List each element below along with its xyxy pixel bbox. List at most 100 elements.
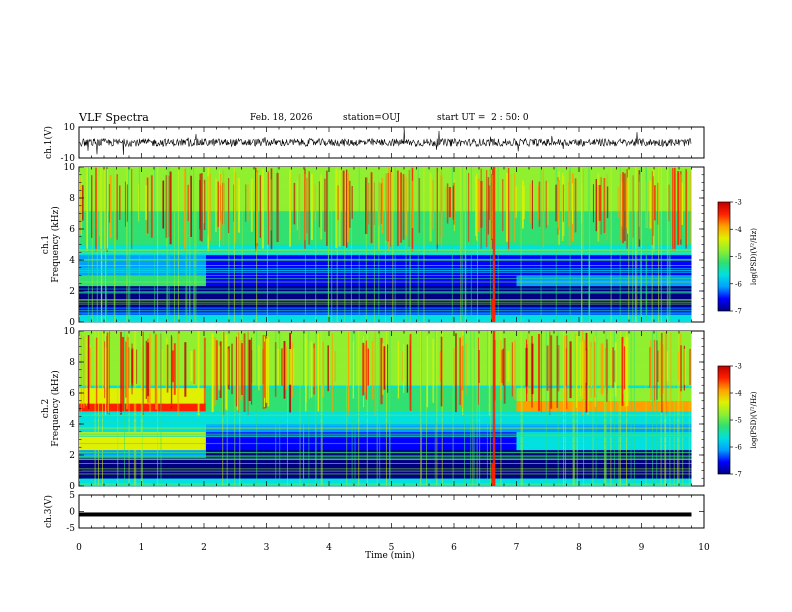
sferic-line (227, 348, 229, 385)
ch2-spec-y-tick-label: 0 (69, 482, 75, 492)
sferic-line (682, 331, 684, 486)
axis-labels: 0 1 2 3 4 5 6 7 8 9 1010-100246810024681050-5ch.1(… (41, 123, 710, 553)
sferic-line (628, 167, 630, 322)
sferic-line (98, 176, 100, 236)
narrowband-line (79, 291, 692, 293)
narrowband-line (79, 415, 692, 417)
sferic-line (347, 172, 349, 243)
sferic-line (403, 344, 405, 394)
sferic-line (263, 341, 265, 398)
sferic-line (142, 331, 144, 416)
sferic-line (225, 334, 228, 411)
sferic-line (240, 343, 244, 395)
sferic-line (453, 347, 455, 387)
sferic-line (650, 340, 652, 400)
sferic-line (423, 167, 425, 322)
narrowband-line (79, 470, 692, 472)
sferic-line (248, 339, 251, 401)
sferic-line (511, 342, 513, 397)
sferic-line (150, 175, 153, 238)
sferic-line (605, 331, 607, 486)
ch1-spec-y-tick-label: 10 (64, 163, 76, 173)
spectrogram-band (79, 338, 692, 342)
sferic-line (623, 346, 626, 390)
x-tick-label: 8 (576, 543, 582, 553)
sferic-line (476, 331, 478, 486)
sferic-line (105, 167, 107, 322)
sferic-line (378, 167, 380, 322)
sferic-line (276, 167, 278, 322)
spectrogram-band (205, 275, 517, 279)
sferic-line (502, 179, 504, 232)
sferic-line (401, 351, 404, 382)
sferic-line (85, 336, 88, 406)
sferic-line (371, 340, 374, 400)
sferic-line (193, 167, 195, 322)
narrowband-line (79, 457, 692, 459)
sferic-line (145, 340, 147, 399)
sferic-line (277, 348, 280, 385)
sferic-line (215, 340, 218, 400)
sferic-line (514, 340, 516, 400)
sferic-line (597, 173, 600, 242)
sferic-line (376, 331, 378, 486)
ch1-spec-y-label-line: ch.1 (41, 235, 51, 254)
ch1-colorbar-label: log(PSD)(V²/Hz) (750, 228, 758, 285)
sferic-line (161, 349, 163, 385)
sferic-line (460, 167, 462, 322)
sferic-line (331, 167, 333, 322)
sferic-line (621, 337, 624, 406)
ch1-y-label: ch.1(V) (43, 126, 54, 159)
spectrogram-band (79, 465, 692, 469)
sferic-line (531, 343, 534, 395)
sferic-line (429, 173, 432, 242)
sferic-line (588, 167, 590, 322)
sferic-line (226, 331, 228, 486)
sferic-line (545, 180, 547, 229)
date-label: Feb. 18, 2026 (250, 113, 313, 123)
ch1-waveform-line (78, 128, 692, 155)
sferic-line (262, 335, 265, 409)
sferic-line (123, 331, 125, 486)
narrowband-line (79, 259, 692, 261)
sferic-line (662, 344, 664, 394)
ch1-y-tick-label: 10 (64, 123, 76, 133)
sferic-line (541, 332, 542, 414)
sferic-line (168, 167, 170, 322)
sferic-line (507, 167, 510, 251)
sferic-line (171, 336, 173, 407)
sferic-line (527, 334, 529, 411)
ch1-spec-y-tick-label: 8 (69, 194, 75, 204)
sferic-line (472, 348, 474, 387)
ch2-colorbar (717, 365, 731, 475)
narrowband-line (79, 414, 692, 416)
sferic-line (378, 182, 381, 226)
sferic-line (190, 351, 193, 382)
spectrogram-band (79, 473, 692, 476)
spectrogram-band (79, 478, 692, 482)
event-line (492, 331, 496, 486)
sferic-line (199, 180, 201, 230)
sferic-line (218, 345, 221, 391)
sferic-line (417, 167, 419, 322)
sferic-line (647, 181, 649, 228)
sferic-line (572, 331, 574, 486)
sferic-line (596, 185, 599, 221)
sferic-line (594, 336, 597, 407)
sferic-line (122, 336, 125, 406)
sferic-line (109, 175, 112, 239)
narrowband-line (79, 427, 692, 429)
sferic-line (501, 349, 504, 384)
narrowband-line (79, 484, 692, 486)
sferic-line (195, 167, 197, 322)
spectrogram-band (79, 270, 206, 274)
sferic-line (575, 335, 578, 408)
sferic-line (211, 333, 214, 413)
sferic-line (228, 167, 230, 322)
sferic-line (308, 171, 310, 245)
ch1-spec-y-label: ch.1 Frequency (kHz) (41, 206, 61, 283)
ch3-waveform-line (79, 512, 692, 517)
sferic-line (600, 344, 603, 394)
sferic-line (612, 347, 614, 388)
sferic-line (267, 171, 269, 245)
